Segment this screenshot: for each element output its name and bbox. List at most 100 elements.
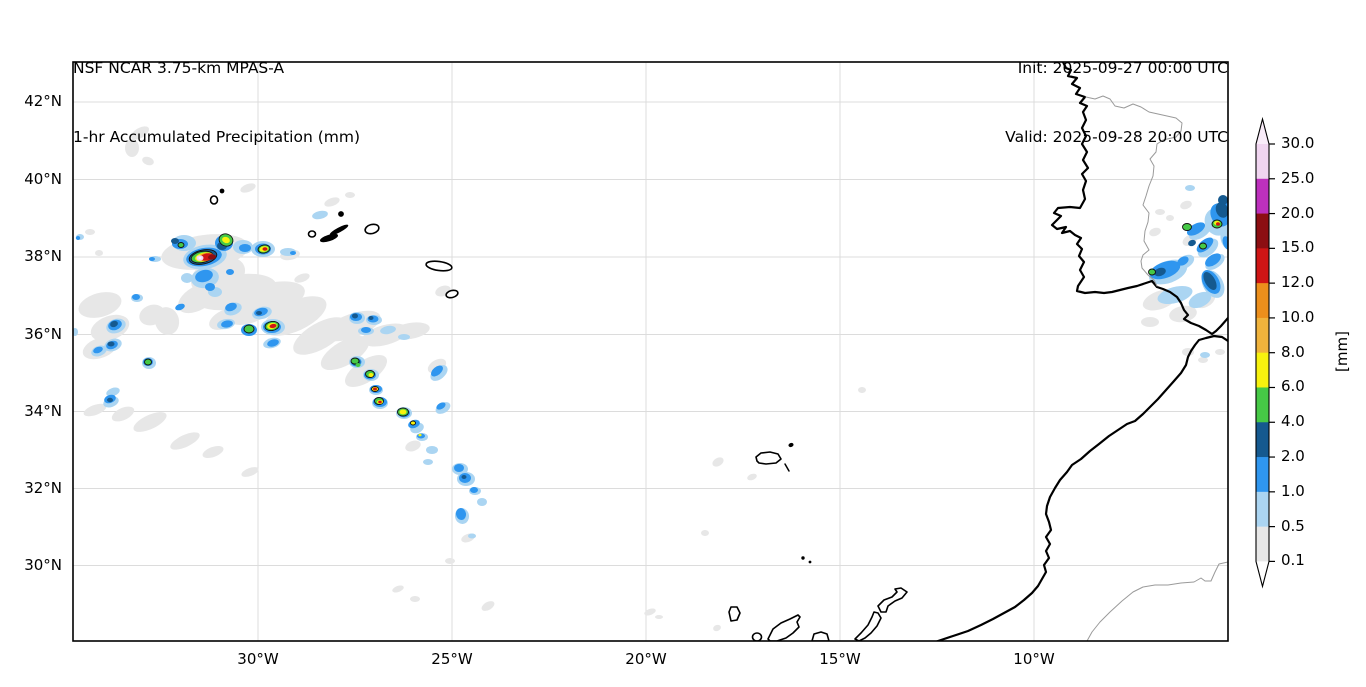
precip-blob-b — [431, 365, 443, 377]
precip-blob-lb — [477, 498, 487, 506]
precip-blob-g — [858, 387, 866, 393]
island-porto-santo — [788, 442, 794, 448]
colorbar-segment — [1256, 422, 1269, 458]
colorbar-tick-label: 6.0 — [1281, 377, 1305, 396]
precip-blob-g — [83, 403, 107, 417]
island-fuerteventura — [854, 611, 882, 641]
colorbar-tick-label: 0.1 — [1281, 551, 1305, 570]
precip-blob-lb — [312, 210, 328, 220]
precip-blob-g — [111, 406, 135, 422]
colorbar-arrow-top — [1256, 119, 1269, 144]
colorbar-segment — [1256, 248, 1269, 284]
precip-blob-g — [202, 445, 224, 459]
precip-blob-gr — [355, 363, 361, 367]
island-madeira — [755, 451, 782, 465]
precip-blob-gr — [1199, 242, 1207, 250]
colorbar-tick-label: 2.0 — [1281, 447, 1305, 466]
precip-blob-b — [175, 303, 185, 311]
colorbar-tick-label: 1.0 — [1281, 481, 1305, 500]
precip-blob-g — [747, 473, 757, 481]
precip-blob-g — [713, 624, 721, 632]
precip-blob-db — [107, 341, 115, 347]
precip-blob-lb — [380, 325, 396, 335]
y-tick-label: 36°N — [24, 324, 62, 343]
island-savage-2 — [808, 560, 812, 564]
colorbar-segment — [1256, 283, 1269, 319]
precip-blob-gr — [177, 242, 185, 248]
coastline-iberia — [1050, 62, 1228, 336]
precip-blob-g — [445, 558, 455, 564]
precip-blob-b — [195, 269, 213, 283]
precip-blob-b — [267, 339, 279, 347]
x-tick-label: 25°W — [431, 650, 473, 668]
precip-blob-g — [1149, 227, 1161, 237]
precip-blob-b — [132, 294, 140, 300]
precip-blob-db — [171, 238, 179, 244]
y-tick-label: 42°N — [24, 92, 62, 110]
precip-blob-r — [378, 400, 382, 404]
precip-blob-r — [262, 247, 268, 251]
precip-blob-b — [290, 251, 296, 255]
island-lanzarote — [877, 587, 908, 613]
colorbar-tick-label: 10.0 — [1281, 307, 1315, 326]
precip-blob-g — [95, 250, 103, 256]
precip-blob-g — [78, 292, 122, 318]
precip-blob-y — [399, 409, 407, 415]
border-portugal-spain — [1085, 95, 1183, 287]
y-tick-label: 30°N — [24, 555, 62, 574]
precip-blob-g — [655, 615, 663, 619]
colorbar-segment — [1256, 491, 1269, 528]
colorbar-tick-label: 25.0 — [1281, 168, 1315, 187]
precip-blob-lb — [468, 533, 476, 539]
precip-blob-b — [93, 346, 103, 354]
precip-blob-db — [352, 313, 358, 319]
x-tick-label: 10°W — [1013, 650, 1055, 668]
precip-blob-b — [75, 236, 81, 240]
colorbar-tick-label: 8.0 — [1281, 342, 1305, 361]
precip-blob-wt — [198, 256, 202, 260]
precip-blob-lb — [181, 273, 193, 283]
precip-blob-lb — [106, 387, 120, 397]
precip-blob-lb — [73, 328, 78, 336]
precip-blob-db — [1154, 267, 1166, 277]
precip-blob-g — [320, 335, 370, 371]
precip-blob-b — [1205, 253, 1221, 267]
colorbar-segment — [1256, 387, 1269, 423]
precip-blob-g — [410, 596, 420, 602]
precip-blob-g — [133, 412, 167, 432]
colorbar-unit-label: [mm] — [1333, 331, 1351, 372]
valid-time: Valid: 2025-09-28 20:00 UTC — [1005, 128, 1228, 146]
precip-blob-g — [1169, 305, 1197, 323]
precip-blob-y — [222, 236, 230, 244]
precip-blob-db — [1215, 202, 1228, 218]
colorbar-segment — [1256, 526, 1269, 562]
y-tick-label: 40°N — [24, 169, 62, 188]
precip-blob-b — [149, 257, 155, 261]
precip-blob-b — [436, 402, 446, 410]
y-tick-label: 34°N — [24, 401, 62, 420]
precip-blob-db — [110, 320, 118, 328]
precip-blob-lb — [1188, 291, 1212, 309]
precip-blob-b — [455, 508, 467, 520]
precip-blob-g — [85, 229, 95, 235]
colorbar-segment — [1256, 317, 1269, 354]
precip-blob-dr — [208, 254, 216, 260]
plot-frame — [72, 61, 1229, 642]
island-gran-canaria — [811, 631, 830, 641]
colorbar-segment — [1256, 457, 1269, 493]
precip-blob-y — [410, 420, 416, 426]
precip-blob-g — [345, 192, 355, 198]
precip-blob-g — [142, 156, 154, 166]
island-savage-1 — [801, 556, 805, 560]
precip-blob-g — [1141, 317, 1159, 327]
precip-blob-g — [1198, 357, 1208, 363]
precip-blob-b — [1177, 256, 1189, 266]
precip-blob-b — [225, 302, 237, 312]
precip-blob-db — [1188, 239, 1196, 247]
coastline-morocco — [935, 334, 1228, 641]
colorbar-tick-label: 20.0 — [1281, 203, 1315, 222]
precip-blob-b — [454, 464, 464, 472]
precip-blob-r — [1216, 222, 1220, 226]
